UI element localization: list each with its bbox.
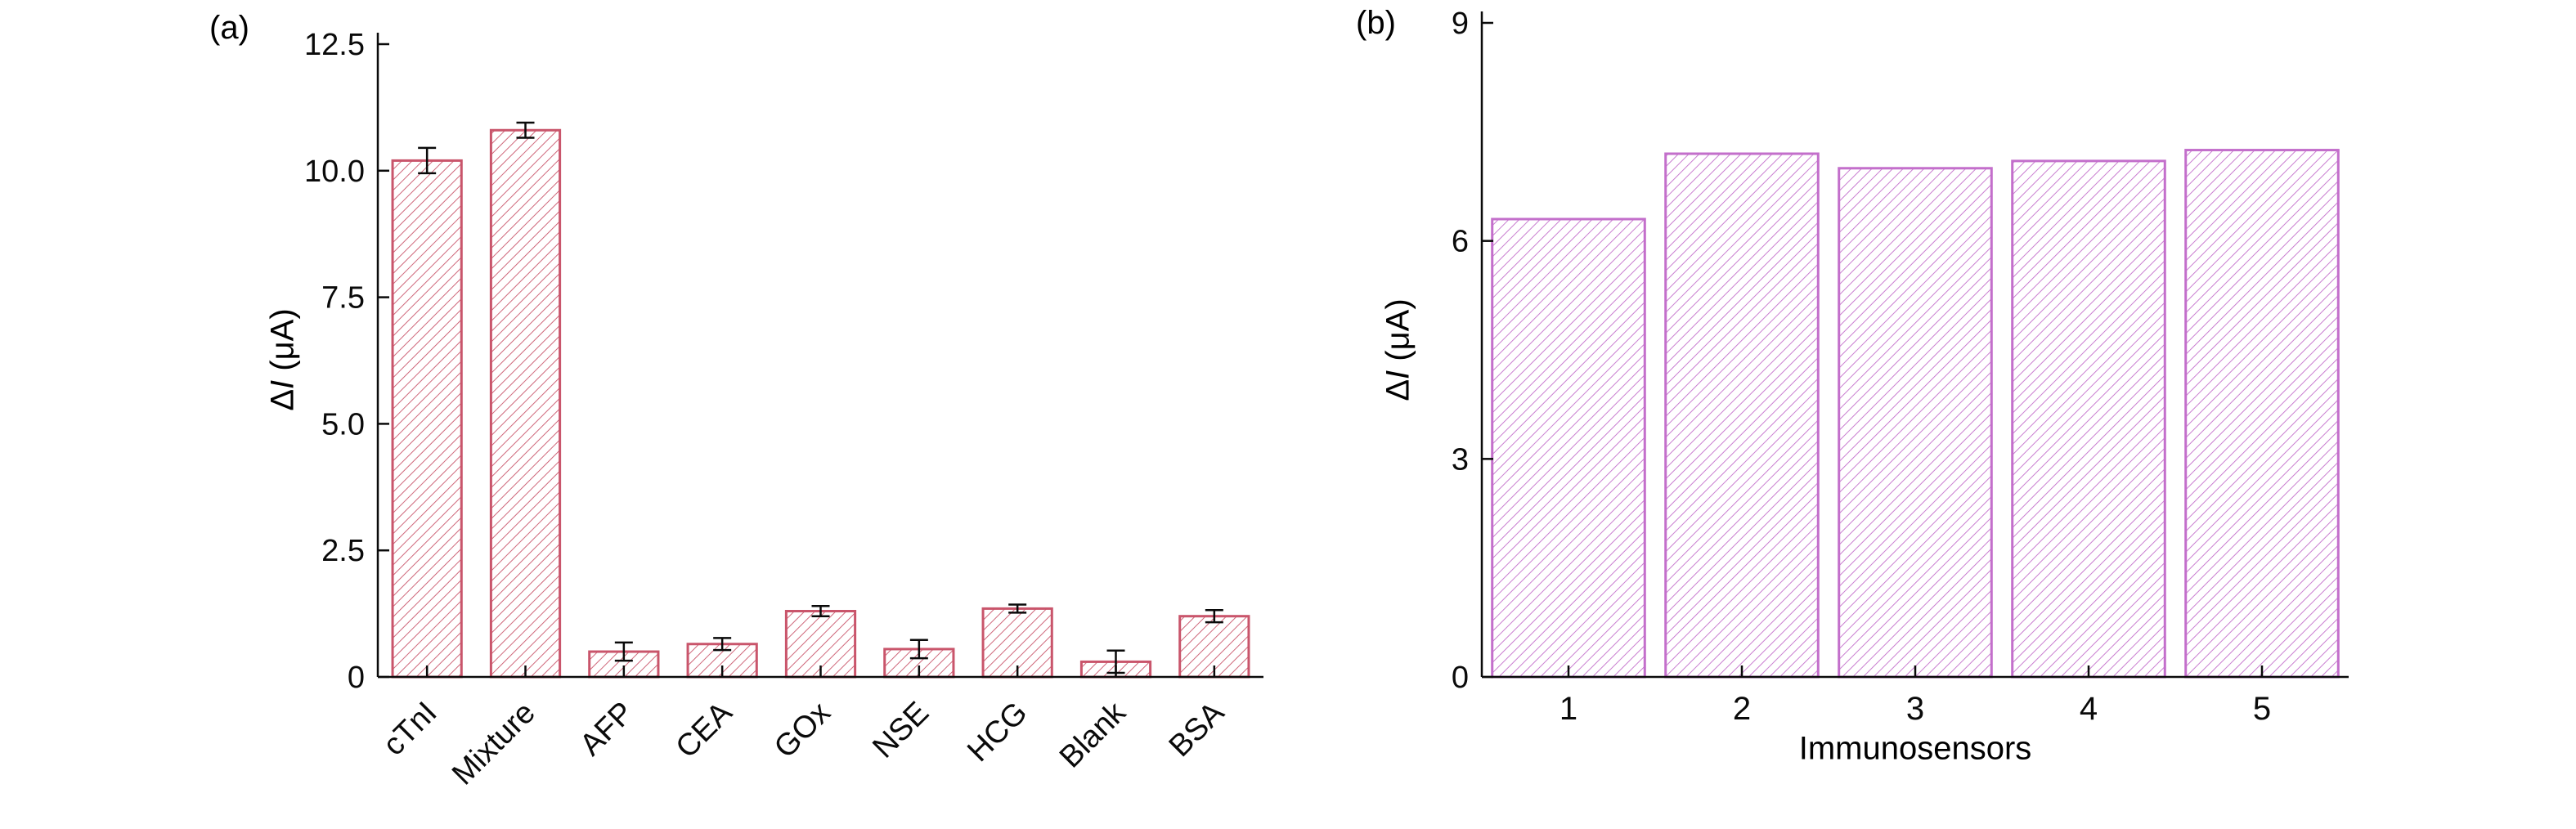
- panel-a-y-axis-label: ΔI (μA): [264, 308, 301, 411]
- panel-a-label: (a): [209, 10, 249, 46]
- y-tick-label: 12.5: [304, 28, 365, 62]
- category-label: cTnI: [377, 696, 444, 763]
- bar: [1491, 217, 1646, 679]
- category-label: 2: [1733, 691, 1751, 727]
- category-label: 3: [1906, 691, 1924, 727]
- y-tick-label: 0: [348, 661, 365, 695]
- category-label: 1: [1560, 691, 1577, 727]
- italic-I: I: [264, 379, 301, 389]
- y-tick-label: 10.0: [304, 155, 365, 189]
- category-label: GOx: [768, 696, 837, 765]
- y-tick-label: 2.5: [321, 534, 365, 568]
- category-label: CEA: [670, 695, 739, 764]
- bar: [2184, 149, 2340, 679]
- category-label: 5: [2253, 691, 2271, 727]
- category-label: HCG: [961, 696, 1034, 769]
- panel-a-plot: 0 2.5 5.0 7.5 10.0 12.5 cTnI Mixture AFP CEA GOx NS…: [304, 28, 1263, 791]
- category-label: Mixture: [446, 696, 542, 792]
- category-label: BSA: [1163, 695, 1232, 764]
- bar: [1664, 152, 1820, 679]
- category-label: Blank: [1053, 695, 1133, 775]
- y-tick-label: 7.5: [321, 281, 365, 316]
- y-tick-label: 9: [1452, 7, 1469, 41]
- y-tick-label: 0: [1452, 661, 1469, 695]
- category-label: NSE: [866, 696, 936, 765]
- bar: [1838, 167, 1993, 679]
- bar: [2011, 159, 2166, 679]
- bar: [489, 128, 562, 679]
- bar: [391, 159, 463, 679]
- italic-I: I: [1380, 370, 1416, 379]
- category-label: AFP: [573, 696, 640, 763]
- panel-b-x-axis-label: Immunosensors: [1798, 730, 2032, 767]
- panel-b-label: (b): [1356, 5, 1396, 41]
- y-tick-label: 3: [1452, 442, 1469, 477]
- category-label: 4: [2080, 691, 2098, 727]
- y-tick-label: 6: [1452, 225, 1469, 259]
- panel-b-y-axis-label: ΔI (μA): [1380, 298, 1416, 401]
- y-tick-label: 5.0: [321, 407, 365, 441]
